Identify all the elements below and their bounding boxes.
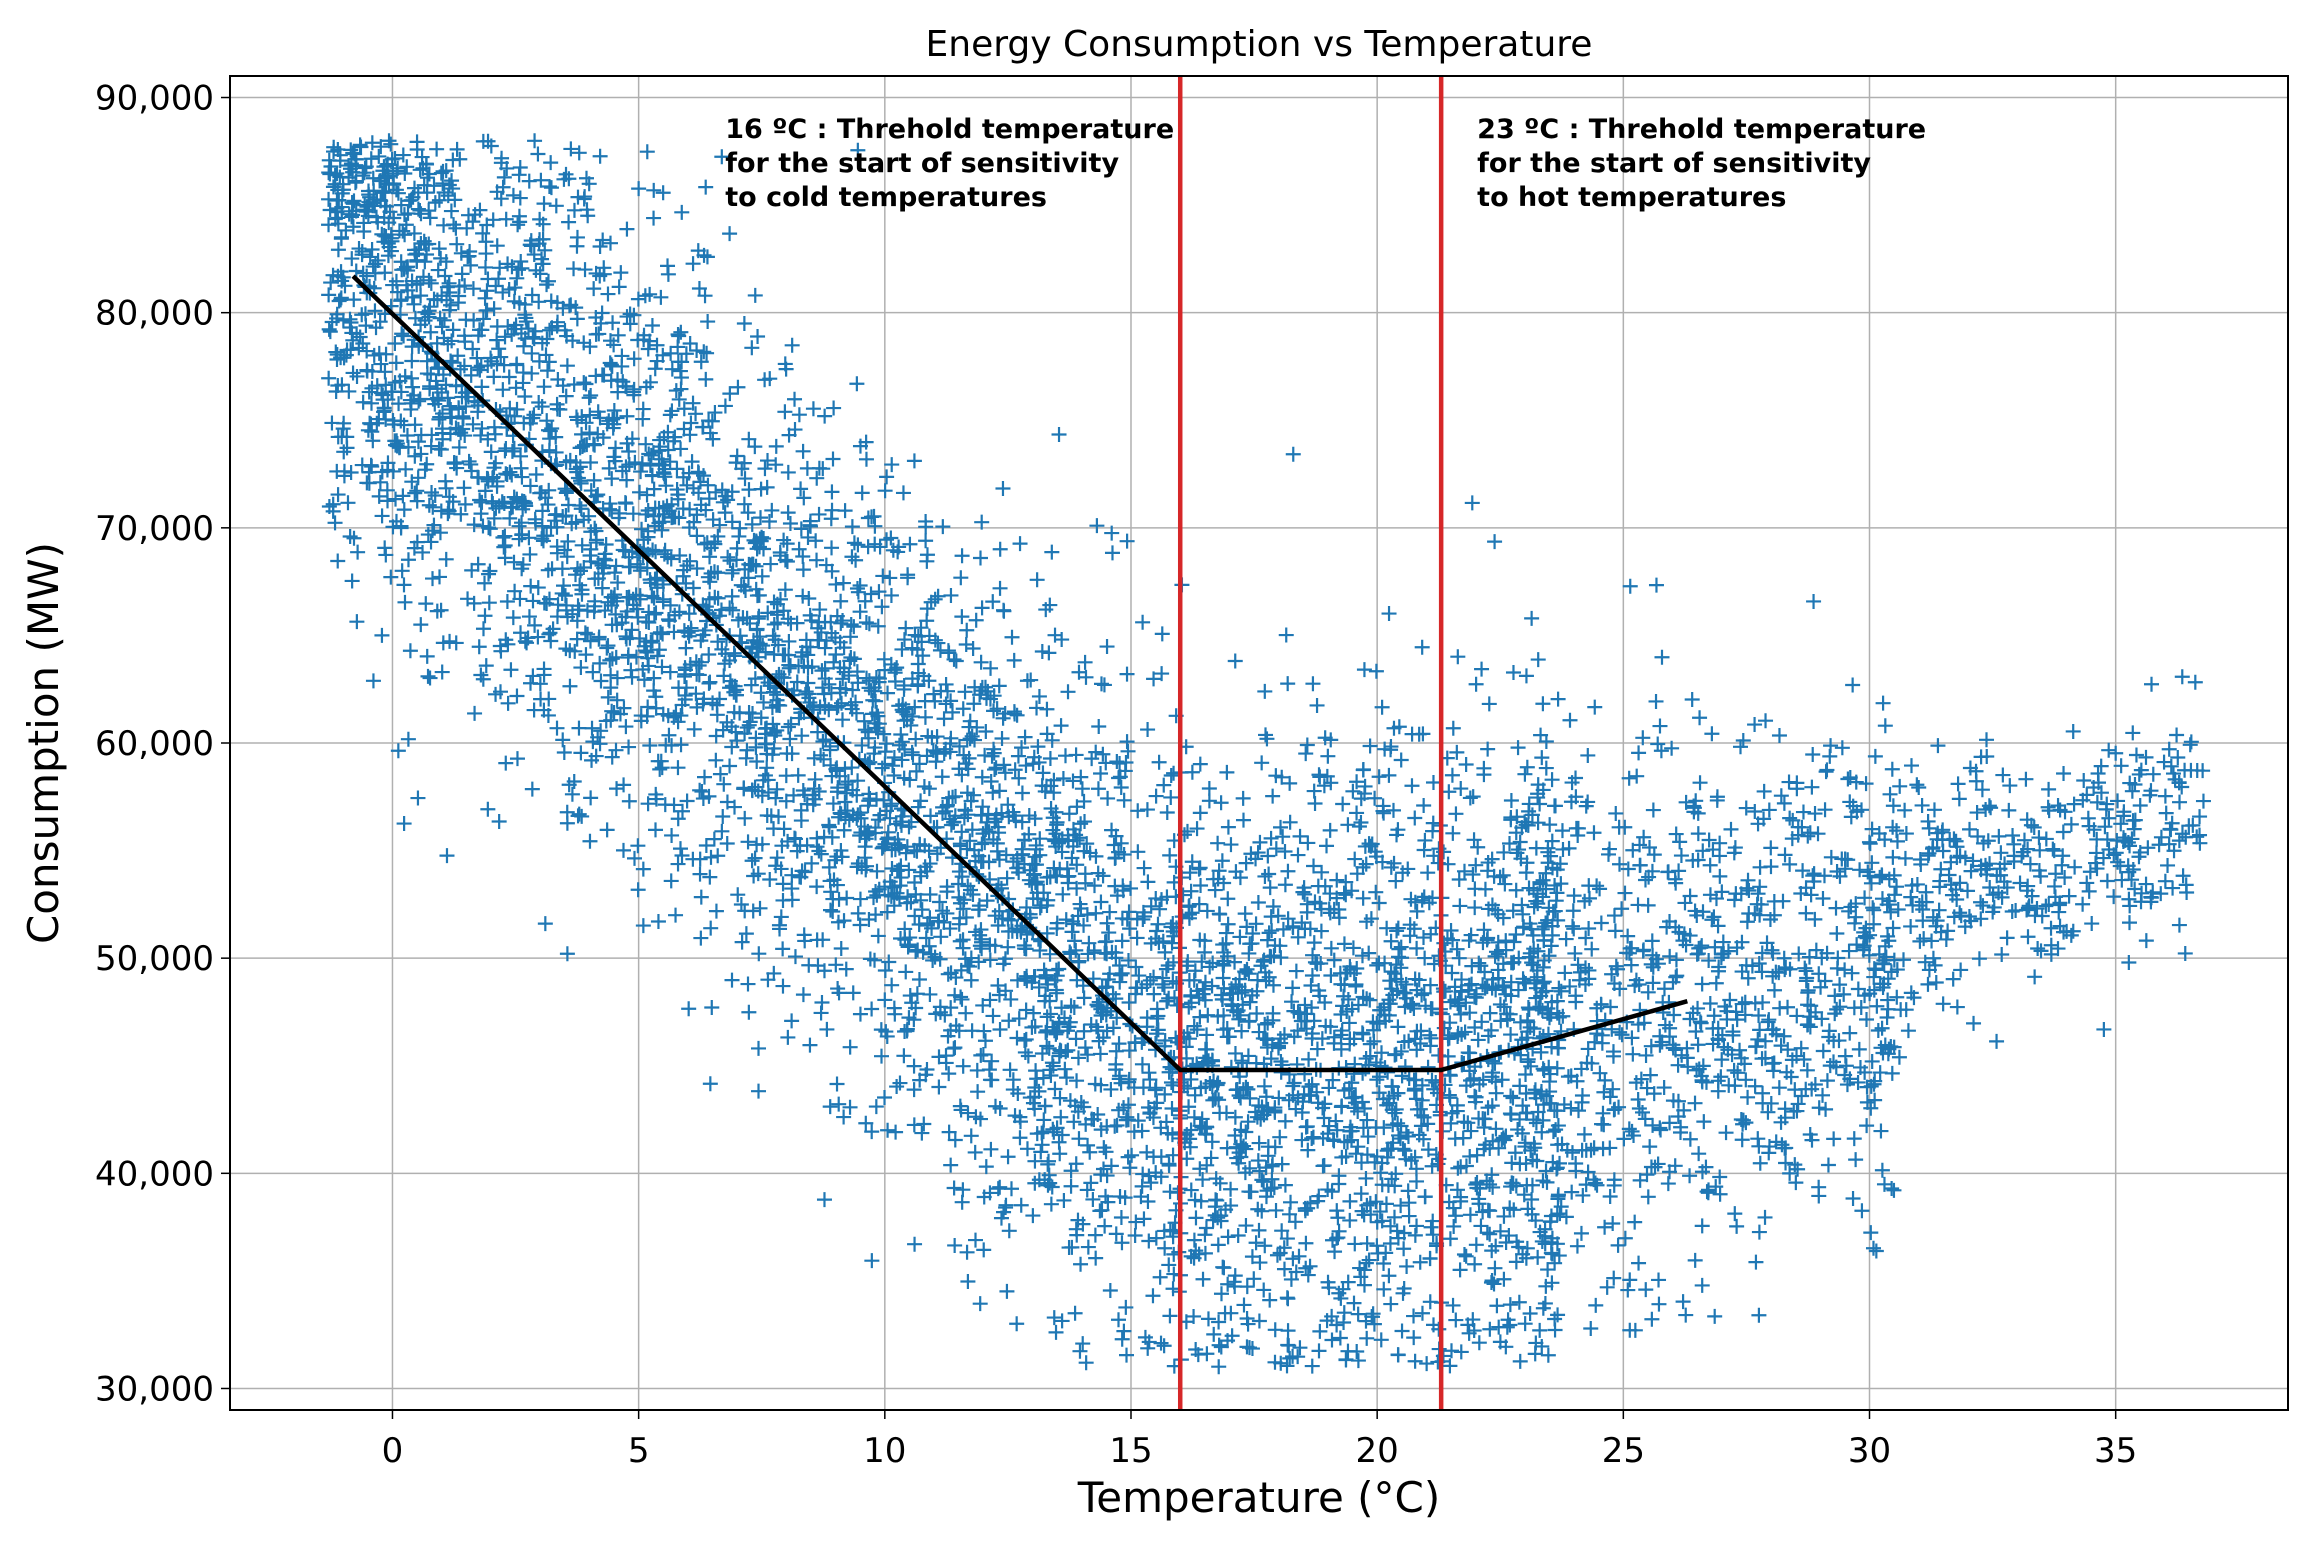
chart-container: 16 ºC : Threhold temperaturefor the star… xyxy=(0,0,2304,1536)
scatter-chart: 16 ºC : Threhold temperaturefor the star… xyxy=(0,0,2304,1536)
